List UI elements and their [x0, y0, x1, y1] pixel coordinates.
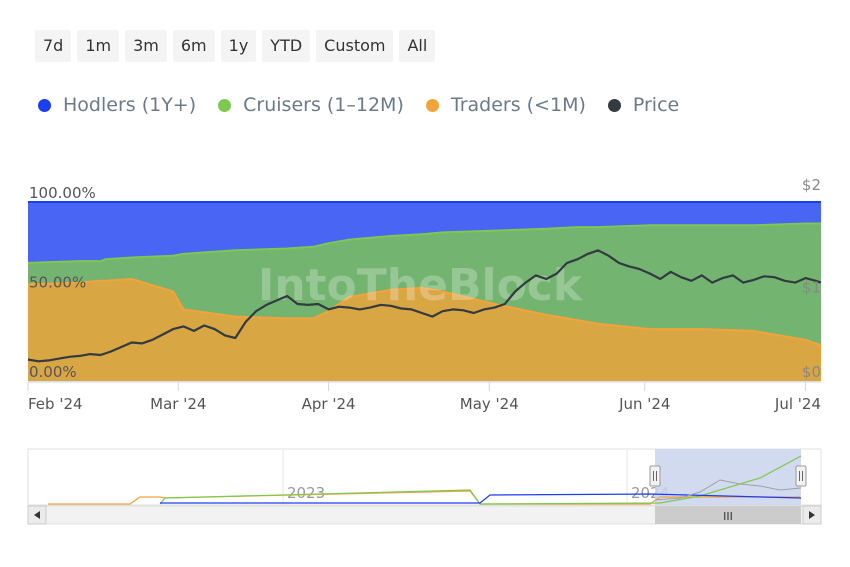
- navigator-label: 2023: [287, 484, 325, 502]
- range-button-all[interactable]: All: [399, 30, 436, 62]
- scroll-right-button[interactable]: [802, 505, 822, 525]
- legend: Hodlers (1Y+) Cruisers (1–12M) Traders (<1…: [38, 94, 679, 116]
- area-edge-traders: [27, 277, 822, 347]
- area-traders: [28, 279, 821, 381]
- range-selector: 7d 1m 3m 6m 1y YTD Custom All: [35, 30, 436, 62]
- x-tick-label: Feb '24: [28, 395, 83, 413]
- y-right-tick-label: $1: [802, 279, 821, 297]
- range-button-1m[interactable]: 1m: [77, 30, 120, 62]
- navigator-scrollbar[interactable]: III: [27, 505, 822, 525]
- navigator-frame: [27, 448, 822, 506]
- chevron-left-icon: [34, 511, 40, 519]
- navigator-handle[interactable]: [649, 465, 661, 487]
- legend-item[interactable]: Cruisers (1–12M): [218, 94, 404, 116]
- range-button-3m[interactable]: 3m: [125, 30, 167, 62]
- x-tick-label: Jun '24: [618, 395, 670, 413]
- navigator-series-cruisers: [159, 455, 802, 505]
- x-tick-label: Jul '24: [774, 395, 821, 413]
- x-tick-label: Apr '24: [302, 395, 356, 413]
- legend-label: Price: [632, 94, 680, 116]
- price-line: [27, 249, 822, 363]
- legend-label: Cruisers (1–12M): [243, 94, 404, 116]
- area-edge-cruisers: [27, 222, 821, 264]
- range-button-ytd[interactable]: YTD: [262, 30, 311, 62]
- chevron-right-icon: [809, 511, 815, 519]
- range-button-6m[interactable]: 6m: [172, 30, 215, 62]
- scrollbar-thumb: [655, 506, 801, 524]
- navigator-selection[interactable]: [655, 449, 801, 505]
- legend-dot-icon: [425, 98, 439, 112]
- navigator-series-hodlers: [160, 493, 802, 504]
- range-button-1y[interactable]: 1y: [220, 30, 257, 62]
- y-left-tick-label: 0.00%: [29, 363, 77, 381]
- scrollbar-grip-icon: III: [723, 510, 733, 523]
- navigator-label: 2024: [631, 484, 669, 502]
- y-right-tick-label: $0: [802, 363, 821, 381]
- y-left-tick-label: 50.00%: [29, 274, 86, 292]
- y-right-tick-label: $2: [802, 176, 821, 194]
- legend-label: Hodlers (1Y+): [63, 94, 197, 116]
- navigator-handle[interactable]: [795, 465, 807, 487]
- legend-dot-icon: [607, 98, 621, 112]
- legend-item[interactable]: Price: [607, 94, 680, 116]
- legend-dot-icon: [38, 98, 51, 112]
- legend-item[interactable]: Traders (<1M): [425, 94, 586, 116]
- x-tick-label: Mar '24: [150, 395, 206, 413]
- navigator-series-price: [654, 479, 802, 501]
- area-cruisers: [28, 223, 821, 381]
- watermark-text: IntoTheBlock: [258, 260, 584, 311]
- navigator-series-traders: [48, 490, 800, 505]
- legend-dot-icon: [218, 98, 232, 112]
- scroll-left-button[interactable]: [27, 505, 47, 525]
- legend-label: Traders (<1M): [450, 94, 586, 116]
- y-left-tick-label: 100.00%: [29, 184, 96, 202]
- x-tick-label: May '24: [460, 395, 519, 413]
- area-hodlers: [28, 202, 821, 381]
- range-button-custom[interactable]: Custom: [316, 30, 394, 62]
- legend-item[interactable]: Hodlers (1Y+): [38, 94, 196, 116]
- range-button-7d[interactable]: 7d: [35, 30, 72, 62]
